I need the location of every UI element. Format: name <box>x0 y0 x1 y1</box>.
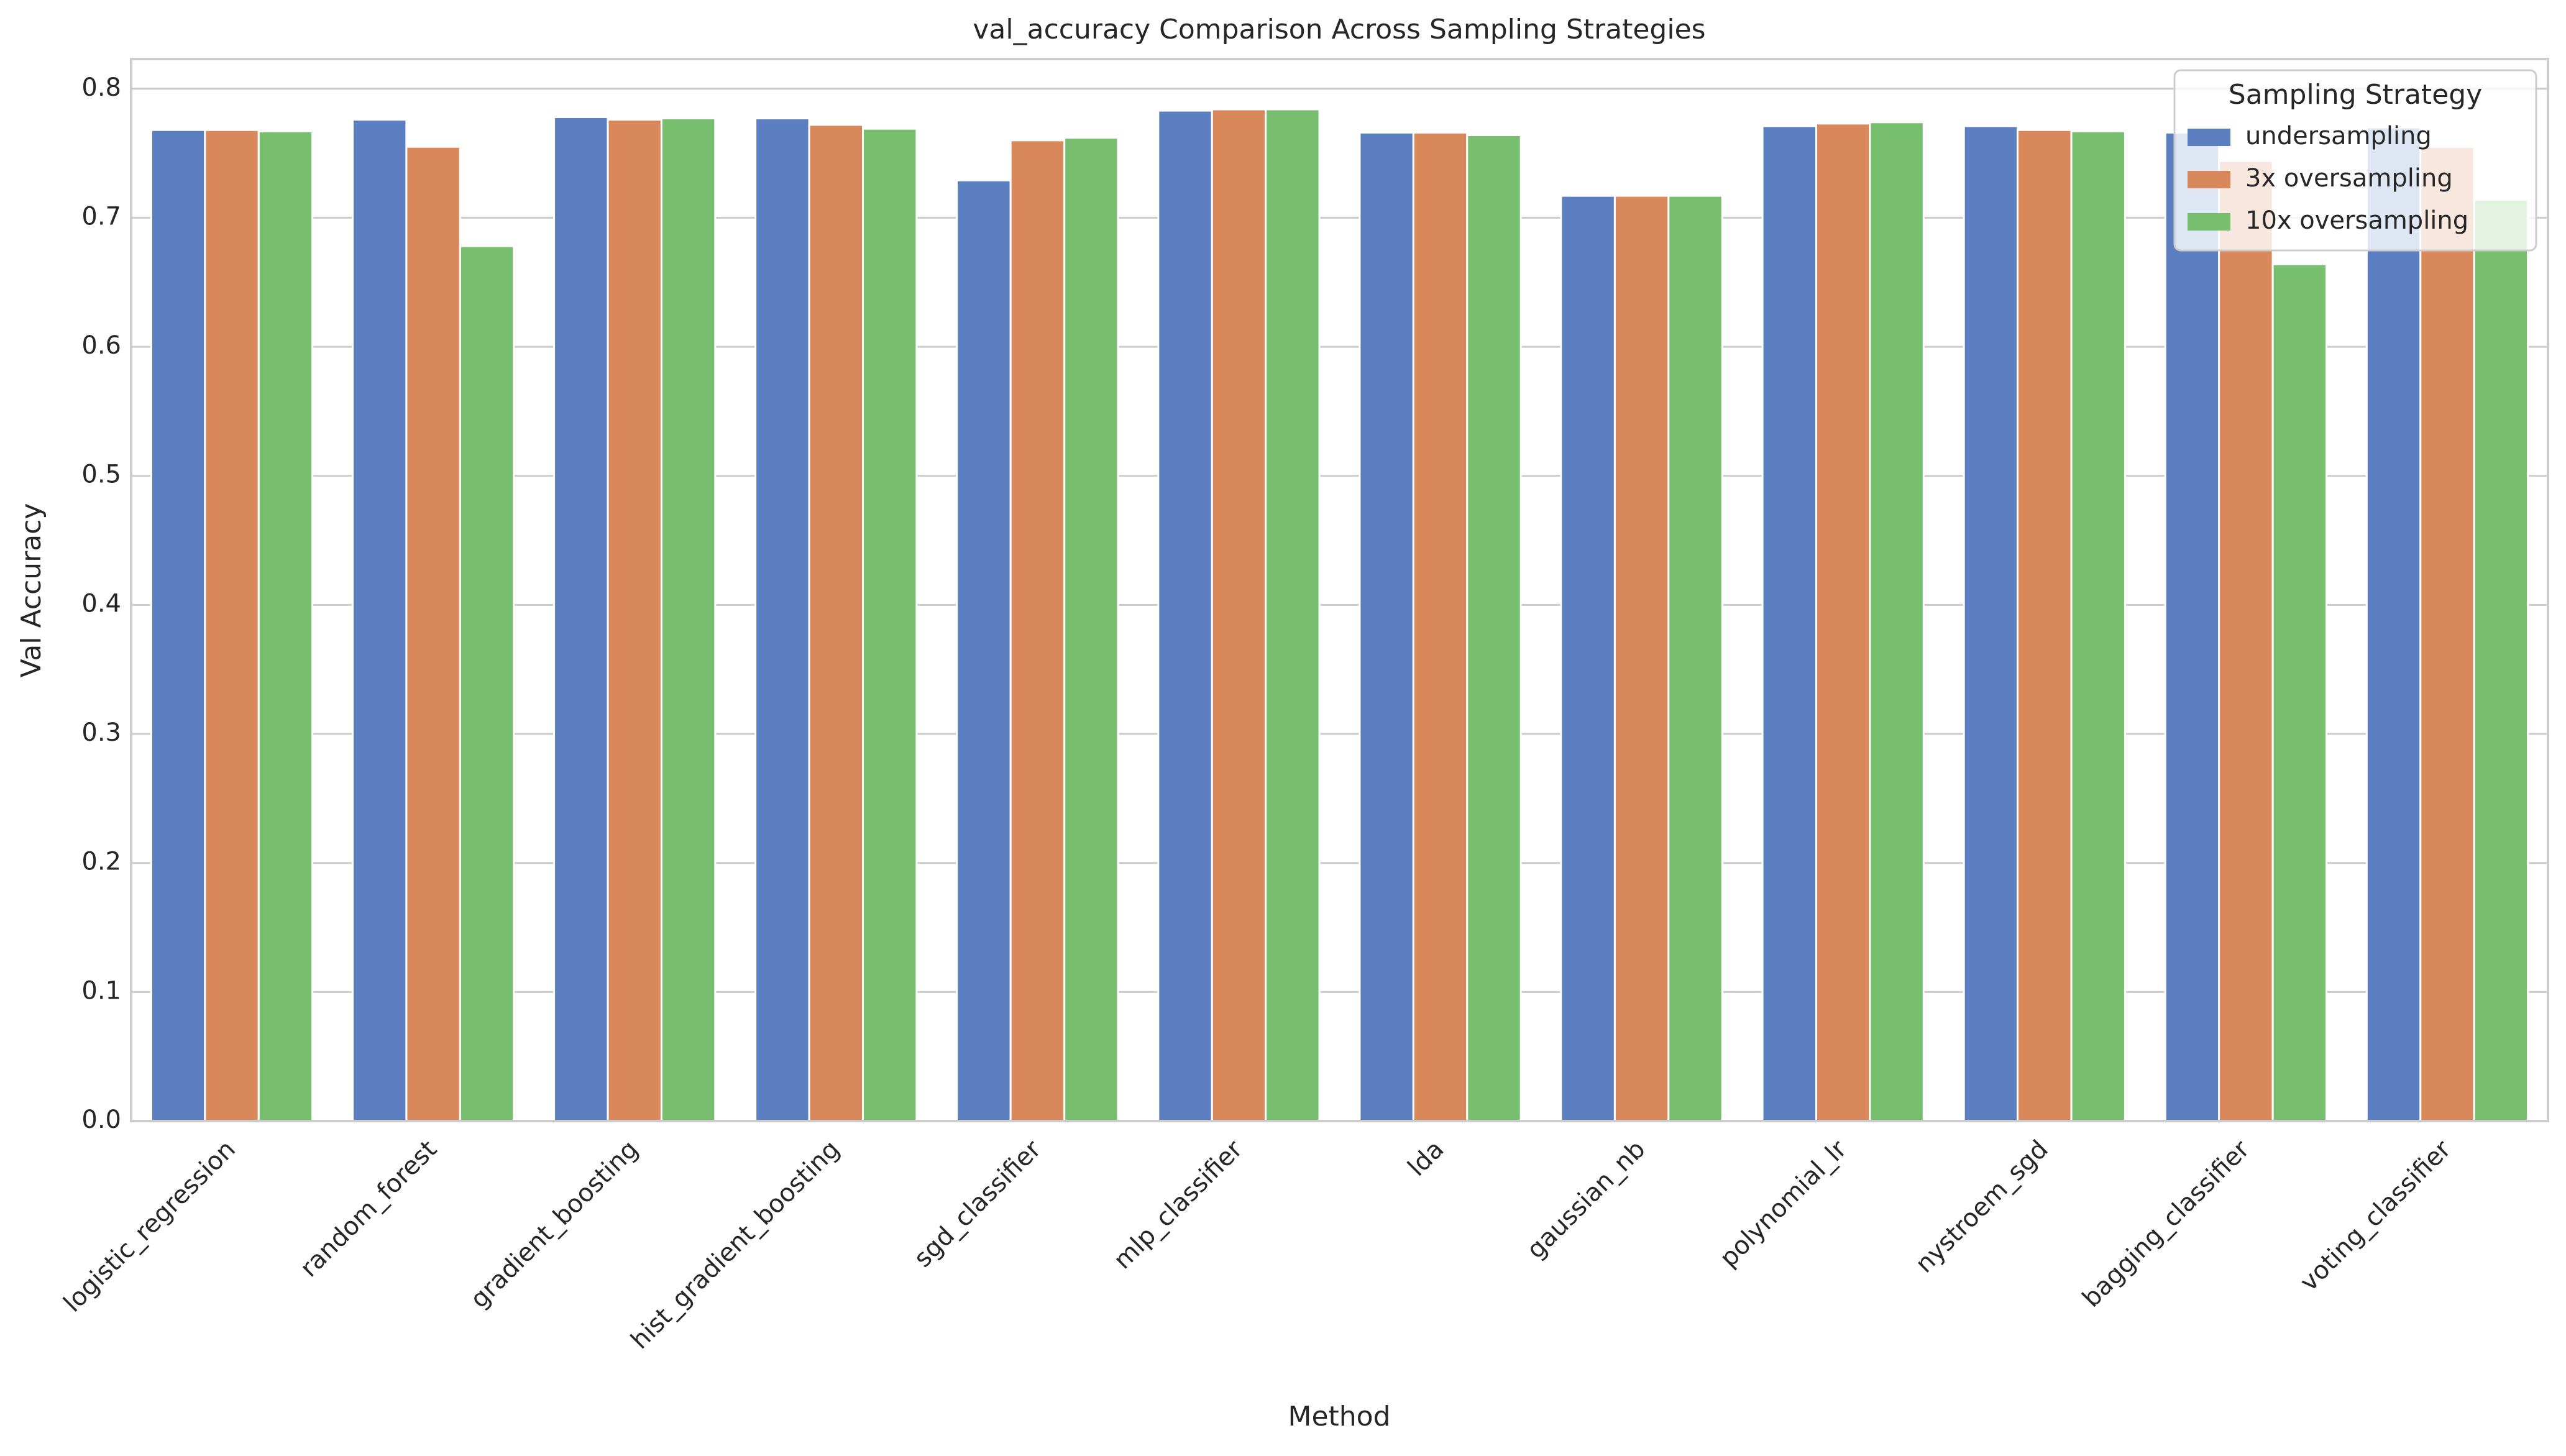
legend-title: Sampling Strategy <box>2229 79 2482 111</box>
y-tick-label: 0.2 <box>81 848 121 876</box>
y-tick-label: 0.1 <box>81 976 121 1005</box>
bar <box>1815 122 1871 1122</box>
bar <box>2365 126 2422 1122</box>
y-tick-label: 0.8 <box>81 73 121 102</box>
bar <box>204 129 260 1122</box>
x-axis-label: Method <box>1288 1401 1390 1432</box>
bar <box>1359 131 1414 1122</box>
bar <box>1211 108 1267 1122</box>
bar <box>1560 195 1616 1122</box>
bar <box>1667 195 1723 1122</box>
plot-frame <box>130 58 2549 1122</box>
bar <box>2070 130 2126 1122</box>
bar <box>607 119 662 1122</box>
bar <box>1157 109 1213 1122</box>
bar <box>754 117 810 1122</box>
bar <box>2271 263 2328 1122</box>
bar <box>553 116 609 1122</box>
legend-swatch <box>2188 171 2230 188</box>
chart-title: val_accuracy Comparison Across Sampling … <box>973 14 1705 45</box>
bar <box>150 129 206 1122</box>
y-tick-label: 0.5 <box>81 460 121 489</box>
bar <box>1963 125 2019 1122</box>
y-tick-label: 0.3 <box>81 718 121 747</box>
bar <box>2218 160 2274 1122</box>
bar <box>862 127 918 1122</box>
bar <box>1761 125 1817 1122</box>
legend-label: 10x oversampling <box>2245 206 2468 235</box>
bar <box>1613 195 1670 1122</box>
bar <box>459 245 515 1122</box>
legend-label: undersampling <box>2245 122 2432 150</box>
bar <box>2164 131 2220 1122</box>
y-tick-label: 0.4 <box>81 589 121 618</box>
legend-swatch <box>2188 213 2230 231</box>
legend-box <box>2173 69 2537 252</box>
bar <box>2473 198 2529 1122</box>
bar <box>660 117 717 1122</box>
y-axis-label: Val Accuracy <box>16 503 47 678</box>
bar <box>351 119 408 1122</box>
bar <box>1466 134 1522 1122</box>
bar <box>808 124 864 1122</box>
legend-swatch <box>2188 129 2230 146</box>
bar <box>1869 121 1925 1122</box>
bar <box>2017 129 2073 1122</box>
bar <box>956 179 1012 1122</box>
bar <box>2419 145 2475 1122</box>
bar <box>405 145 461 1122</box>
bar <box>1412 131 1469 1122</box>
bar <box>1265 108 1321 1122</box>
bar <box>257 130 314 1122</box>
legend-label: 3x oversampling <box>2245 164 2453 193</box>
y-tick-label: 0.0 <box>81 1106 121 1134</box>
bar <box>1009 139 1066 1122</box>
bar <box>1063 137 1119 1122</box>
y-tick-label: 0.7 <box>81 202 121 231</box>
y-tick-label: 0.6 <box>81 331 121 360</box>
